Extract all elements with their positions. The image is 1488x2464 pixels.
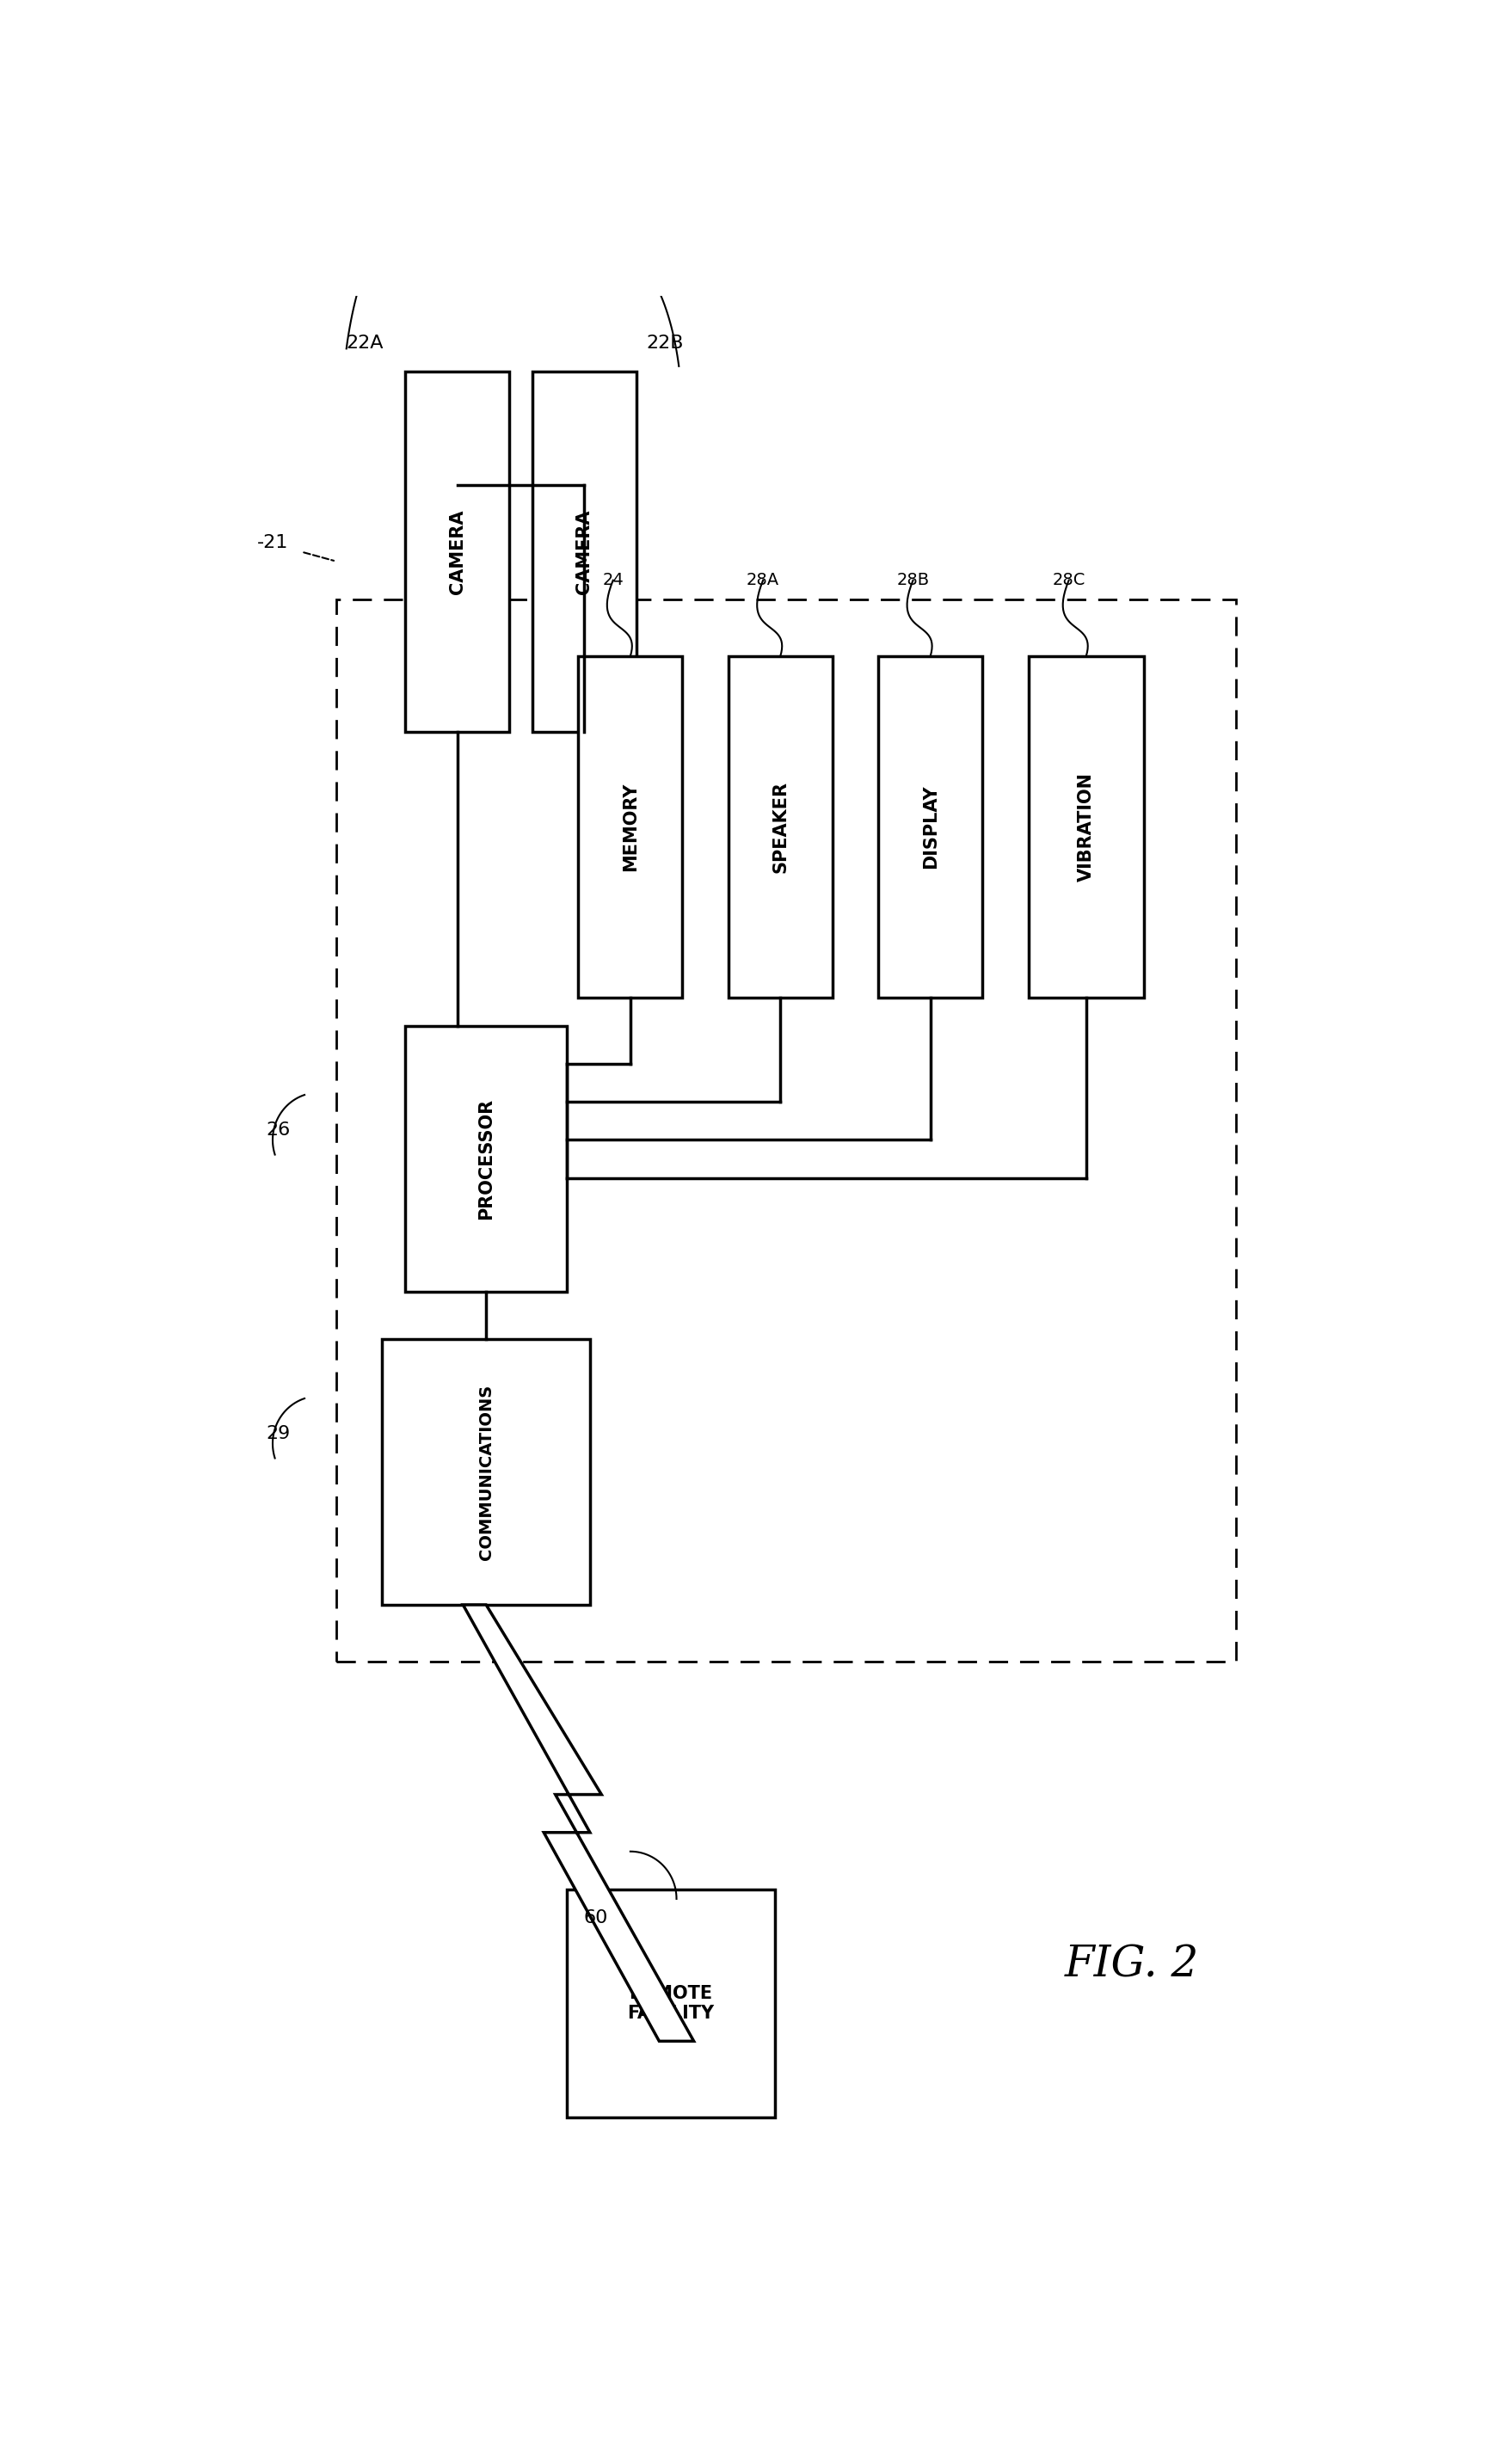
Text: SPEAKER: SPEAKER xyxy=(771,781,789,872)
Text: COMMUNICATIONS: COMMUNICATIONS xyxy=(478,1385,494,1560)
Text: 29: 29 xyxy=(266,1427,290,1441)
Bar xyxy=(728,655,832,998)
Text: 26: 26 xyxy=(266,1121,290,1138)
Text: DISPLAY: DISPLAY xyxy=(921,786,939,870)
Text: 28A: 28A xyxy=(745,572,780,589)
Text: 28C: 28C xyxy=(1052,572,1085,589)
Bar xyxy=(577,655,682,998)
Bar xyxy=(336,599,1235,1661)
Text: 60: 60 xyxy=(583,1910,607,1927)
Bar xyxy=(533,372,635,732)
Text: PROCESSOR: PROCESSOR xyxy=(478,1099,494,1220)
Text: CAMERA: CAMERA xyxy=(448,510,466,594)
Text: REMOTE
FACILITY: REMOTE FACILITY xyxy=(626,1984,714,2023)
Bar xyxy=(382,1340,589,1604)
Bar xyxy=(1028,655,1143,998)
Polygon shape xyxy=(463,1604,693,2040)
Text: 22B: 22B xyxy=(646,335,683,352)
Bar xyxy=(405,372,509,732)
Text: 22A: 22A xyxy=(347,335,384,352)
Bar xyxy=(878,655,982,998)
Text: MEMORY: MEMORY xyxy=(622,784,638,872)
Text: VIBRATION: VIBRATION xyxy=(1077,771,1094,882)
Bar xyxy=(567,1890,774,2117)
Text: FIG. 2: FIG. 2 xyxy=(1064,1944,1199,1986)
Text: -21: -21 xyxy=(257,535,289,552)
Text: CAMERA: CAMERA xyxy=(576,510,592,594)
Bar xyxy=(405,1025,567,1291)
Text: 24: 24 xyxy=(603,572,623,589)
Text: 28B: 28B xyxy=(896,572,929,589)
